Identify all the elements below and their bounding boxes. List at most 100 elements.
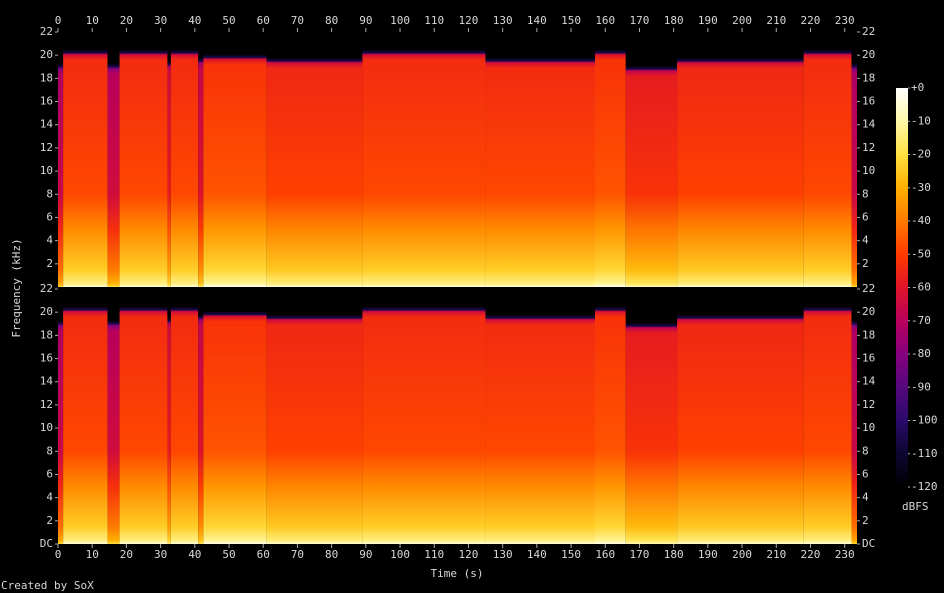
y-tick-label: 12: [40, 141, 53, 154]
spectrogram-segment: [625, 32, 678, 287]
y-tick-label: 16: [862, 95, 875, 108]
colorbar-tick-label: -30: [911, 181, 931, 194]
x-tick-label: 100: [390, 14, 410, 27]
colorbar-label: dBFS: [902, 500, 929, 513]
x-tick-label: 130: [493, 548, 513, 561]
spectrogram-segment: [803, 289, 852, 544]
y-axis-label: Frequency (kHz): [10, 238, 23, 337]
y-tick-label: 8: [862, 187, 869, 200]
spectrogram-segment: [594, 289, 626, 544]
colorbar-tick-label: -80: [911, 347, 931, 360]
spectrogram-segment: [851, 32, 857, 287]
y-tick-label: 4: [46, 491, 53, 504]
y-tick-label: 2: [862, 514, 869, 527]
x-tick-label: 20: [120, 14, 133, 27]
x-tick-label: 130: [493, 14, 513, 27]
spectrogram-segment: [107, 32, 120, 287]
colorbar-tick-label: -110: [911, 447, 938, 460]
y-tick-label: 16: [40, 95, 53, 108]
x-tick-label: 90: [359, 14, 372, 27]
y-tick-label: 10: [40, 164, 53, 177]
colorbar-tick-label: -70: [911, 314, 931, 327]
y-tick-label: 20: [40, 48, 53, 61]
spectrogram-segment: [266, 289, 363, 544]
spectrogram-segment: [58, 32, 64, 287]
x-tick-label: 0: [55, 14, 62, 27]
y-tick-label: 2: [46, 257, 53, 270]
x-tick-label: 160: [595, 548, 615, 561]
x-tick-label: 40: [188, 14, 201, 27]
x-tick-label: 170: [630, 14, 650, 27]
y-tick-label: 22: [40, 282, 53, 295]
x-tick-label: 50: [222, 14, 235, 27]
x-tick-label: 10: [86, 14, 99, 27]
x-tick-label: 220: [801, 548, 821, 561]
y-tick-label: 4: [46, 234, 53, 247]
x-tick-label: 220: [801, 14, 821, 27]
y-tick-label: 12: [862, 141, 875, 154]
spectrogram-segment: [58, 289, 64, 544]
x-tick-label: 150: [561, 14, 581, 27]
colorbar-tick-label: -50: [911, 247, 931, 260]
y-tick-label: 18: [862, 328, 875, 341]
y-tick-label: 14: [40, 375, 54, 388]
colorbar-tick-label: -40: [911, 214, 931, 227]
spectrogram-segment: [107, 289, 120, 544]
y-tick-label: 2: [862, 257, 869, 270]
spectrogram-segment: [677, 32, 804, 287]
y-tick-label: 18: [862, 71, 875, 84]
spectrogram-segment: [170, 32, 199, 287]
spectrogram-segment: [119, 289, 168, 544]
spectrogram-segment: [362, 32, 486, 287]
colorbar-tick-label: -120: [911, 480, 938, 493]
y-tick-label: 6: [46, 210, 53, 223]
x-axis-label: Time (s): [431, 567, 484, 580]
spectrogram-segment: [119, 32, 168, 287]
y-tick-label: 8: [46, 187, 53, 200]
spectrogram-segment: [625, 289, 678, 544]
y-tick-label: DC: [40, 537, 53, 550]
x-tick-label: 60: [257, 548, 270, 561]
y-tick-label: 22: [862, 25, 875, 38]
y-tick-label: 10: [40, 421, 53, 434]
spectrogram-segment: [167, 289, 171, 544]
x-tick-label: 210: [766, 548, 786, 561]
y-tick-label: 14: [862, 375, 876, 388]
y-tick-label: 16: [862, 352, 875, 365]
x-tick-label: 180: [664, 14, 684, 27]
spectrogram-segment: [167, 32, 171, 287]
spectrogram-segment: [63, 289, 108, 544]
colorbar-tick-label: -20: [911, 148, 931, 161]
spectrogram-segment: [266, 32, 363, 287]
x-tick-label: 50: [222, 548, 235, 561]
x-tick-label: 200: [732, 548, 752, 561]
spectrogram-segment: [803, 32, 852, 287]
x-tick-label: 70: [291, 548, 304, 561]
spectrogram-segment: [203, 289, 267, 544]
y-tick-label: 4: [862, 491, 869, 504]
spectrogram-segment: [203, 32, 267, 287]
x-tick-label: 40: [188, 548, 201, 561]
x-tick-label: 0: [55, 548, 62, 561]
spectrogram-segment: [677, 289, 804, 544]
x-tick-label: 120: [459, 548, 479, 561]
colorbar-tick-label: -10: [911, 114, 931, 127]
spectrogram-segment: [170, 289, 199, 544]
x-tick-label: 160: [595, 14, 615, 27]
x-tick-label: 200: [732, 14, 752, 27]
x-tick-label: 80: [325, 548, 338, 561]
y-tick-label: 14: [862, 118, 876, 131]
x-tick-label: 110: [424, 14, 444, 27]
colorbar: [896, 88, 908, 487]
spectrogram-segment: [198, 289, 204, 544]
x-tick-label: 230: [835, 14, 855, 27]
colorbar-tick-label: -60: [911, 281, 931, 294]
x-tick-label: 190: [698, 14, 718, 27]
y-tick-label: 6: [862, 210, 869, 223]
x-tick-label: 190: [698, 548, 718, 561]
x-tick-label: 140: [527, 14, 547, 27]
colorbar-tick-label: -100: [911, 414, 938, 427]
y-tick-label: 16: [40, 352, 53, 365]
